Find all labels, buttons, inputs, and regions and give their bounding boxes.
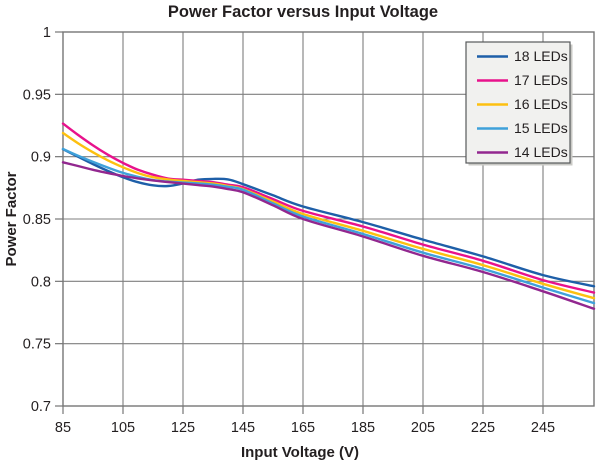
x-tick-label: 225 bbox=[471, 420, 495, 436]
legend-label-16-leds: 16 LEDs bbox=[514, 96, 568, 112]
y-tick-label: 0.8 bbox=[31, 274, 51, 290]
x-tick-label: 105 bbox=[111, 420, 135, 436]
legend-label-17-leds: 17 LEDs bbox=[514, 72, 568, 88]
x-tick-label: 145 bbox=[231, 420, 255, 436]
y-tick-label: 0.9 bbox=[31, 150, 51, 166]
x-tick-label: 165 bbox=[291, 420, 315, 436]
y-tick-label: 0.75 bbox=[23, 337, 51, 353]
x-tick-label: 185 bbox=[351, 420, 375, 436]
y-axis-label: Power Factor bbox=[3, 171, 20, 266]
plot-border bbox=[62, 31, 595, 407]
legend-label-15-leds: 15 LEDs bbox=[514, 120, 568, 136]
legend: 18 LEDs 17 LEDs 16 LEDs 15 LEDs 14 LEDs bbox=[465, 41, 573, 166]
x-axis-label: Input Voltage (V) bbox=[241, 444, 359, 461]
y-tick-label: 0.95 bbox=[23, 87, 51, 103]
y-tick-label: 0.85 bbox=[23, 212, 51, 228]
series-line-18-leds bbox=[61, 148, 596, 288]
series-line-14-leds bbox=[61, 161, 596, 310]
chart-title: Power Factor versus Input Voltage bbox=[168, 3, 438, 21]
series-line-15-leds bbox=[61, 147, 596, 305]
series-line-17-leds bbox=[61, 122, 596, 294]
series-line-16-leds bbox=[61, 131, 596, 300]
x-tick-label: 245 bbox=[531, 420, 555, 436]
y-tick-label: 1 bbox=[43, 25, 51, 41]
y-tick-label: 0.7 bbox=[31, 399, 51, 415]
x-tick-label: 205 bbox=[411, 420, 435, 436]
plot-area: 85 105 125 145 165 185 205 225 245 1 0.95 0.9 0.85 0.… bbox=[23, 25, 596, 436]
legend-label-18-leds: 18 LEDs bbox=[514, 48, 568, 64]
legend-label-14-leds: 14 LEDs bbox=[514, 144, 568, 160]
legend-box bbox=[465, 41, 571, 164]
x-tick-label: 85 bbox=[55, 420, 71, 436]
x-tick-label: 125 bbox=[171, 420, 195, 436]
